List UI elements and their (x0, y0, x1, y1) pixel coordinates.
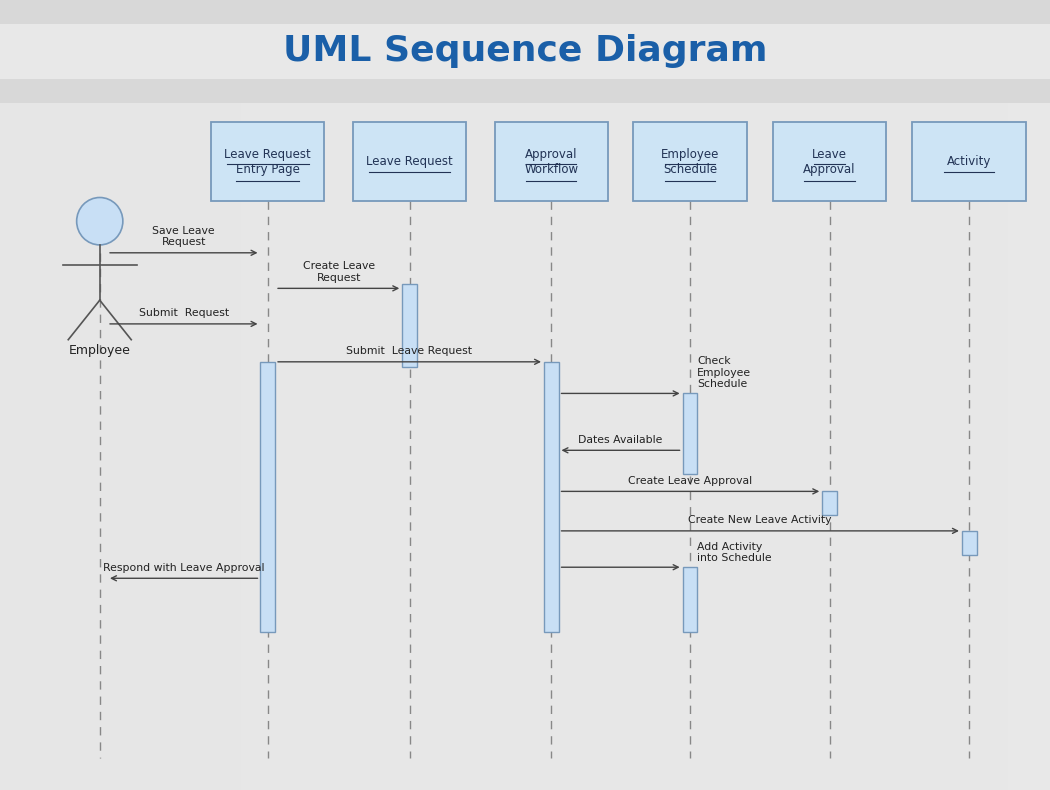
Text: Leave Request: Leave Request (366, 156, 453, 168)
Text: Add Activity
into Schedule: Add Activity into Schedule (697, 542, 772, 563)
FancyBboxPatch shape (353, 122, 466, 201)
FancyBboxPatch shape (912, 122, 1026, 201)
Text: Respond with Leave Approval: Respond with Leave Approval (103, 562, 265, 573)
FancyBboxPatch shape (544, 362, 559, 632)
Ellipse shape (77, 198, 123, 245)
FancyBboxPatch shape (402, 284, 417, 367)
Text: Create Leave Approval: Create Leave Approval (628, 476, 753, 486)
FancyBboxPatch shape (682, 567, 697, 632)
Bar (0, 0, 1050, 103)
Text: Dates Available: Dates Available (579, 435, 663, 445)
Text: Save Leave
Request: Save Leave Request (152, 226, 215, 247)
Text: Submit  Request: Submit Request (139, 308, 229, 318)
Text: Create Leave
Request: Create Leave Request (302, 261, 375, 283)
Text: Activity: Activity (947, 156, 991, 168)
Text: Leave Request
Entry Page: Leave Request Entry Page (225, 148, 311, 176)
FancyBboxPatch shape (211, 122, 324, 201)
FancyBboxPatch shape (822, 491, 837, 515)
Text: Submit  Leave Request: Submit Leave Request (346, 346, 472, 356)
FancyBboxPatch shape (962, 531, 977, 555)
FancyBboxPatch shape (633, 122, 747, 201)
Text: Approval
Workflow: Approval Workflow (524, 148, 579, 176)
Text: UML Sequence Diagram: UML Sequence Diagram (282, 34, 768, 69)
Text: Create New Leave Activity: Create New Leave Activity (689, 515, 832, 525)
FancyBboxPatch shape (495, 122, 608, 201)
Text: Employee: Employee (69, 344, 130, 356)
Text: Employee
Schedule: Employee Schedule (660, 148, 719, 176)
Text: Leave
Approval: Leave Approval (803, 148, 856, 176)
FancyBboxPatch shape (773, 122, 886, 201)
FancyBboxPatch shape (682, 393, 697, 474)
Text: Check
Employee
Schedule: Check Employee Schedule (697, 356, 752, 389)
FancyBboxPatch shape (260, 362, 275, 632)
Bar (0, 24, 1050, 79)
